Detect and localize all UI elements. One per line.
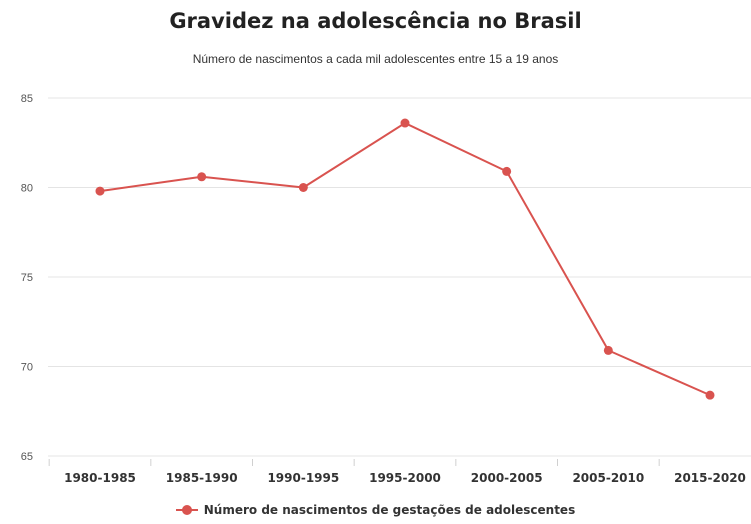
y-axis: 65 70 75 80 85 [21,93,33,463]
x-tick-label: 1995-2000 [369,471,441,485]
legend[interactable]: Número de nascimentos de gestações de ad… [0,500,751,520]
x-axis: 1980-1985 1985-1990 1990-1995 1995-2000 2000… [48,459,746,485]
data-point[interactable] [197,172,207,182]
legend-swatch [175,505,198,515]
data-point[interactable] [705,390,715,400]
data-point[interactable] [298,183,308,192]
x-tick-label: 1990-1995 [267,471,339,485]
data-point[interactable] [400,118,410,128]
chart-title: Gravidez na adolescência no Brasil [169,9,582,33]
y-tick-label: 75 [21,272,33,284]
y-tick-label: 65 [21,451,33,463]
x-tick-label: 1985-1990 [166,471,238,485]
x-tick-label: 2005-2010 [572,471,644,485]
legend-label: Número de nascimentos de gestações de ad… [203,503,576,517]
data-point[interactable] [95,186,105,196]
data-point[interactable] [502,166,512,176]
grid-lines [48,97,751,457]
series-group [95,118,715,400]
series-line [99,122,711,397]
y-tick-label: 80 [21,183,33,195]
chart-subtitle: Número de nascimentos a cada mil adolesc… [192,52,559,66]
y-tick-label: 70 [21,362,33,374]
data-point[interactable] [603,345,613,355]
x-tick-label: 1980-1985 [64,471,136,485]
x-tick-label: 2000-2005 [471,471,543,485]
y-tick-label: 85 [21,93,33,105]
x-tick-label: 2015-2020 [674,471,746,485]
